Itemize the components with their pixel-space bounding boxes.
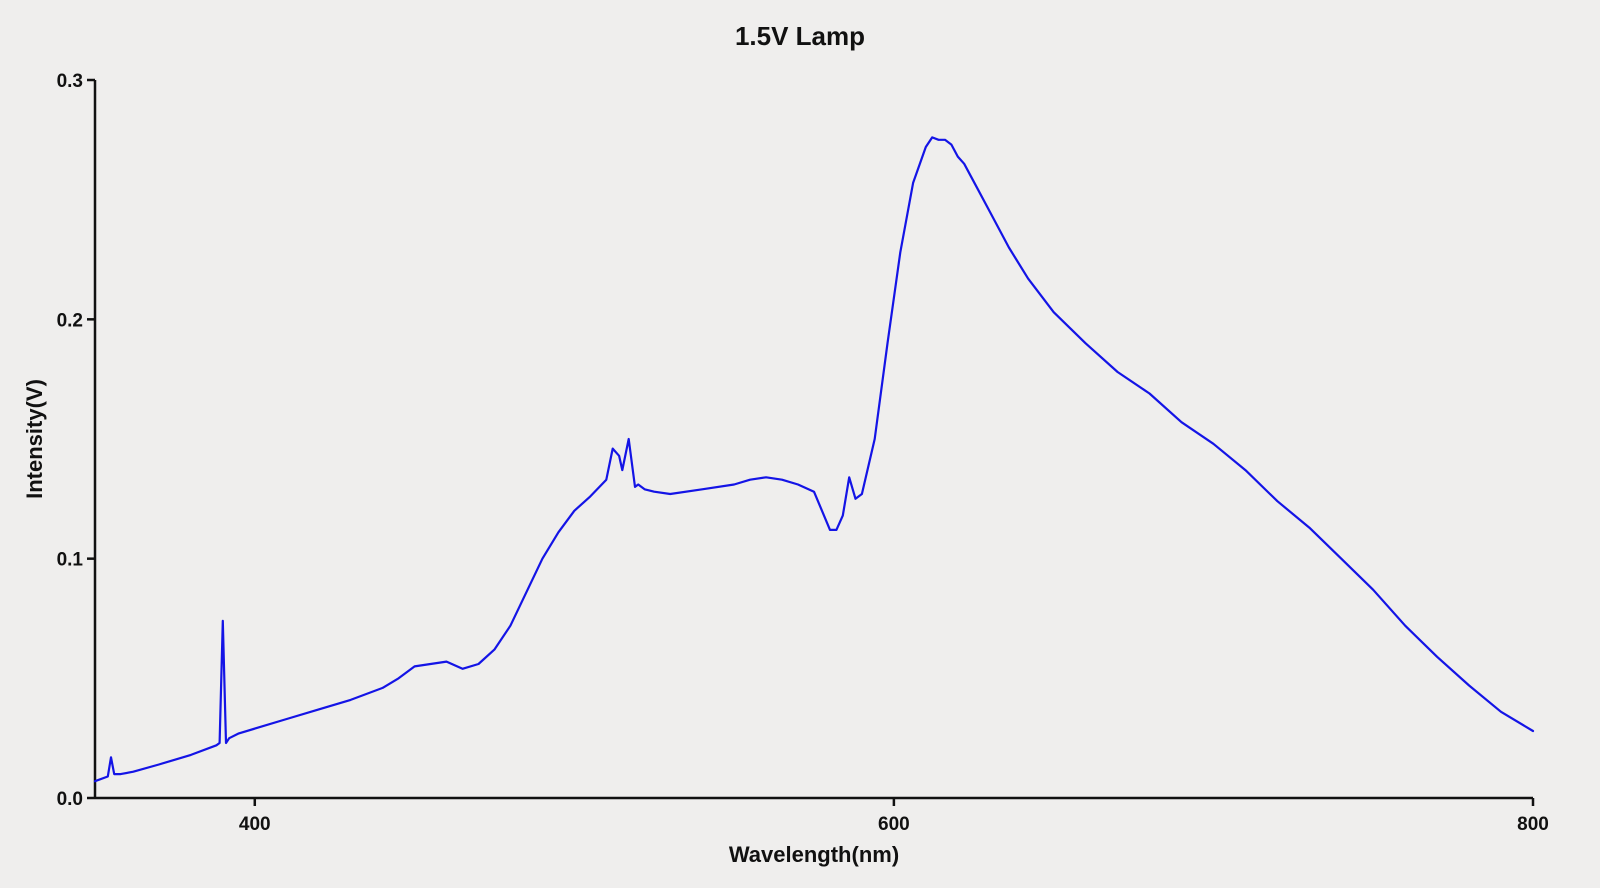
y-tick-label: 0.1	[57, 550, 84, 571]
series-line	[93, 136, 1535, 783]
ticks: 0.0 0.1 0.2 0.3 400 600 800	[57, 71, 1549, 835]
axes	[93, 80, 1533, 800]
x-axis-label: Wavelength(nm)	[729, 842, 899, 867]
chart-title: 1.5V Lamp	[735, 21, 865, 51]
series	[93, 136, 1535, 783]
x-tick-label: 400	[239, 814, 271, 835]
x-tick-label: 800	[1517, 814, 1549, 835]
x-tick-label: 600	[878, 814, 910, 835]
y-tick-label: 0.2	[57, 310, 83, 331]
y-axis-label: Intensity(V)	[22, 379, 47, 499]
y-tick-label: 0.0	[57, 789, 83, 810]
y-tick-label: 0.3	[57, 71, 83, 92]
